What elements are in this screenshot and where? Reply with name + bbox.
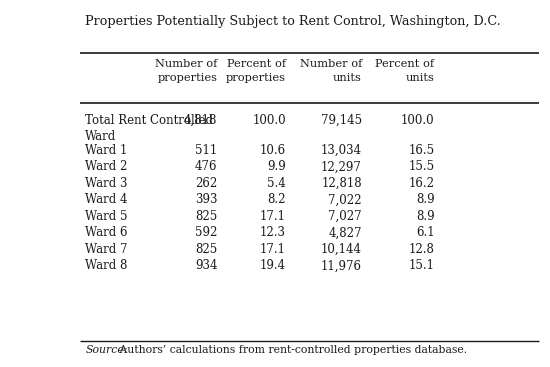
Text: Source:: Source: xyxy=(85,345,128,355)
Text: 825: 825 xyxy=(195,210,217,223)
Text: 6.1: 6.1 xyxy=(416,226,434,239)
Text: 4,818: 4,818 xyxy=(184,114,217,127)
Text: Ward 8: Ward 8 xyxy=(85,259,128,272)
Text: Ward 6: Ward 6 xyxy=(85,226,128,239)
Text: 8.9: 8.9 xyxy=(416,210,434,223)
Text: Percent of: Percent of xyxy=(227,59,286,69)
Text: Ward 4: Ward 4 xyxy=(85,193,128,206)
Text: 511: 511 xyxy=(195,144,217,157)
Text: 100.0: 100.0 xyxy=(401,114,434,127)
Text: Number of: Number of xyxy=(155,59,217,69)
Text: 476: 476 xyxy=(195,160,217,173)
Text: 13,034: 13,034 xyxy=(321,144,362,157)
Text: Ward 7: Ward 7 xyxy=(85,243,128,256)
Text: 10,144: 10,144 xyxy=(321,243,362,256)
Text: 19.4: 19.4 xyxy=(260,259,286,272)
Text: units: units xyxy=(333,73,362,83)
Text: 7,022: 7,022 xyxy=(328,193,362,206)
Text: 79,145: 79,145 xyxy=(321,114,362,127)
Text: Ward 2: Ward 2 xyxy=(85,160,128,173)
Text: 15.5: 15.5 xyxy=(408,160,435,173)
Text: Percent of: Percent of xyxy=(375,59,434,69)
Text: 12.3: 12.3 xyxy=(260,226,286,239)
Text: 8.2: 8.2 xyxy=(267,193,286,206)
Text: 825: 825 xyxy=(195,243,217,256)
Text: Total Rent Controlled: Total Rent Controlled xyxy=(85,114,213,127)
Text: Ward 1: Ward 1 xyxy=(85,144,128,157)
Text: Authors’ calculations from rent-controlled properties database.: Authors’ calculations from rent-controll… xyxy=(116,345,467,355)
Text: properties: properties xyxy=(226,73,286,83)
Text: 4,827: 4,827 xyxy=(328,226,362,239)
Text: 12,297: 12,297 xyxy=(321,160,362,173)
Text: Ward 3: Ward 3 xyxy=(85,177,128,190)
Text: 7,027: 7,027 xyxy=(328,210,362,223)
Text: 9.9: 9.9 xyxy=(267,160,286,173)
Text: 12.8: 12.8 xyxy=(409,243,434,256)
Text: 5.4: 5.4 xyxy=(267,177,286,190)
Text: 16.2: 16.2 xyxy=(409,177,434,190)
Text: 262: 262 xyxy=(195,177,217,190)
Text: 592: 592 xyxy=(195,226,217,239)
Text: Ward: Ward xyxy=(85,130,117,143)
Text: 12,818: 12,818 xyxy=(321,177,362,190)
Text: 934: 934 xyxy=(195,259,217,272)
Text: 17.1: 17.1 xyxy=(260,210,286,223)
Text: units: units xyxy=(406,73,434,83)
Text: 10.6: 10.6 xyxy=(260,144,286,157)
Text: 100.0: 100.0 xyxy=(252,114,286,127)
Text: 16.5: 16.5 xyxy=(408,144,435,157)
Text: Number of: Number of xyxy=(300,59,362,69)
Text: 15.1: 15.1 xyxy=(409,259,434,272)
Text: Ward 5: Ward 5 xyxy=(85,210,128,223)
Text: 11,976: 11,976 xyxy=(321,259,362,272)
Text: properties: properties xyxy=(157,73,217,83)
Text: 393: 393 xyxy=(195,193,217,206)
Text: Properties Potentially Subject to Rent Control, Washington, D.C.: Properties Potentially Subject to Rent C… xyxy=(85,15,501,28)
Text: 17.1: 17.1 xyxy=(260,243,286,256)
Text: 8.9: 8.9 xyxy=(416,193,434,206)
